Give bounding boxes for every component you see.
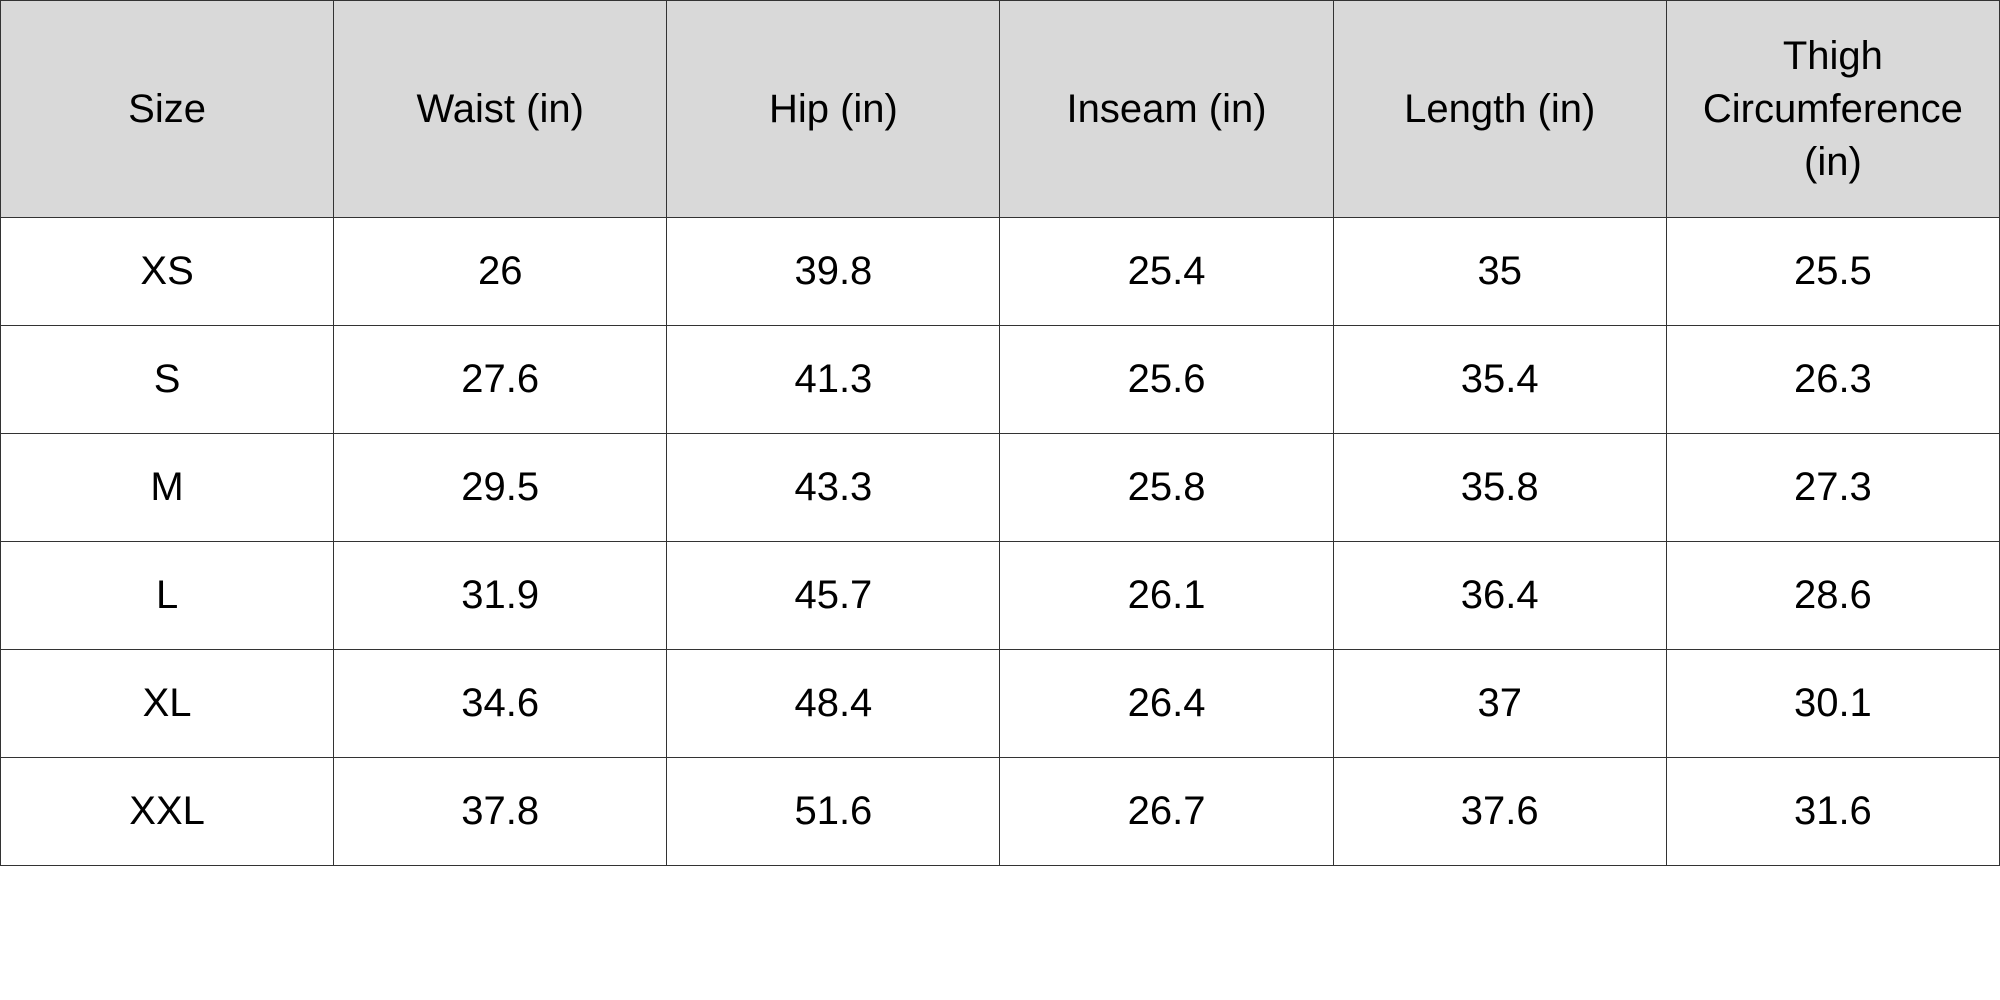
header-inseam: Inseam (in) (999, 0, 1334, 218)
cell-waist: 31.9 (333, 541, 668, 650)
header-hip: Hip (in) (666, 0, 1001, 218)
cell-waist: 26 (333, 217, 668, 326)
cell-thigh: 31.6 (1665, 757, 2000, 866)
cell-waist: 34.6 (333, 649, 668, 758)
cell-length: 36.4 (1332, 541, 1667, 650)
cell-size: M (0, 433, 335, 542)
cell-size: S (0, 325, 335, 434)
table-row: M 29.5 43.3 25.8 35.8 27.3 (0, 433, 2000, 542)
cell-length: 37.6 (1332, 757, 1667, 866)
cell-length: 35.4 (1332, 325, 1667, 434)
cell-length: 35.8 (1332, 433, 1667, 542)
cell-inseam: 26.7 (999, 757, 1334, 866)
cell-waist: 37.8 (333, 757, 668, 866)
cell-hip: 39.8 (666, 217, 1001, 326)
cell-inseam: 25.6 (999, 325, 1334, 434)
cell-inseam: 25.4 (999, 217, 1334, 326)
cell-waist: 29.5 (333, 433, 668, 542)
header-row: Size Waist (in) Hip (in) Inseam (in) Len… (0, 0, 2000, 218)
cell-thigh: 30.1 (1665, 649, 2000, 758)
table-row: L 31.9 45.7 26.1 36.4 28.6 (0, 541, 2000, 650)
cell-hip: 48.4 (666, 649, 1001, 758)
cell-inseam: 26.4 (999, 649, 1334, 758)
cell-length: 37 (1332, 649, 1667, 758)
cell-waist: 27.6 (333, 325, 668, 434)
cell-hip: 43.3 (666, 433, 1001, 542)
cell-length: 35 (1332, 217, 1667, 326)
table-header: Size Waist (in) Hip (in) Inseam (in) Len… (0, 0, 2000, 218)
cell-size: XXL (0, 757, 335, 866)
cell-hip: 41.3 (666, 325, 1001, 434)
table-row: XL 34.6 48.4 26.4 37 30.1 (0, 649, 2000, 758)
cell-size: L (0, 541, 335, 650)
header-size: Size (0, 0, 335, 218)
cell-thigh: 26.3 (1665, 325, 2000, 434)
table-row: XXL 37.8 51.6 26.7 37.6 31.6 (0, 757, 2000, 866)
cell-hip: 45.7 (666, 541, 1001, 650)
cell-hip: 51.6 (666, 757, 1001, 866)
header-waist: Waist (in) (333, 0, 668, 218)
table-row: XS 26 39.8 25.4 35 25.5 (0, 217, 2000, 326)
size-chart-table: Size Waist (in) Hip (in) Inseam (in) Len… (0, 0, 2000, 866)
cell-size: XL (0, 649, 335, 758)
cell-thigh: 25.5 (1665, 217, 2000, 326)
cell-thigh: 28.6 (1665, 541, 2000, 650)
table-body: XS 26 39.8 25.4 35 25.5 S 27.6 41.3 25.6… (0, 217, 2000, 866)
header-thigh-circumference: Thigh Circumference (in) (1665, 0, 2000, 218)
table-row: S 27.6 41.3 25.6 35.4 26.3 (0, 325, 2000, 434)
cell-inseam: 25.8 (999, 433, 1334, 542)
cell-size: XS (0, 217, 335, 326)
cell-thigh: 27.3 (1665, 433, 2000, 542)
cell-inseam: 26.1 (999, 541, 1334, 650)
header-length: Length (in) (1332, 0, 1667, 218)
